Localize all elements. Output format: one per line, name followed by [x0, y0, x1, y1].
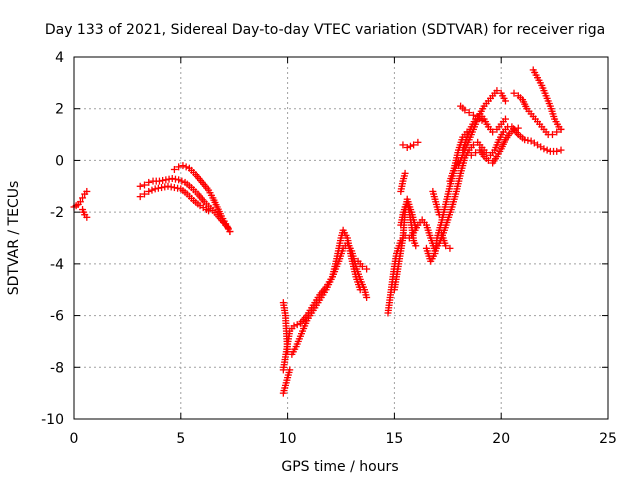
data-point-interp	[182, 163, 190, 171]
data-point-interp	[178, 177, 186, 185]
data-points	[70, 66, 565, 397]
data-point	[401, 169, 409, 177]
data-point	[140, 190, 148, 198]
data-point	[467, 151, 475, 159]
data-point	[356, 286, 364, 294]
data-point	[553, 147, 561, 155]
data-point	[226, 228, 234, 236]
data-point	[145, 178, 153, 186]
data-point	[469, 111, 477, 119]
y-tick-label: -10	[41, 412, 64, 428]
data-point	[145, 187, 153, 195]
data-point	[140, 181, 148, 189]
y-tick-label: 0	[55, 153, 64, 169]
plot-frame	[73, 56, 609, 420]
x-tick-label: 20	[492, 431, 510, 447]
x-tick-label: 5	[176, 431, 185, 447]
data-point-interp	[406, 142, 414, 150]
data-point	[412, 242, 420, 250]
data-point	[501, 97, 509, 105]
data-point-interp	[148, 186, 156, 194]
y-axis-label: SDTVAR / TECUs	[6, 181, 22, 296]
data-point	[557, 125, 565, 133]
tick-labels: 0 5 10 15 20 25 -10 -8 -6 -4 -2 0 2 4	[41, 50, 617, 447]
data-point	[136, 193, 144, 201]
y-tick-label: 2	[55, 102, 64, 118]
data-point-interp	[293, 321, 301, 329]
data-point	[435, 211, 443, 219]
data-point	[442, 242, 450, 250]
data-point	[540, 145, 548, 153]
x-tick-label: 25	[599, 431, 617, 447]
data-point	[461, 106, 469, 114]
data-point	[553, 128, 561, 136]
x-tick-label: 10	[279, 431, 297, 447]
x-tick-label: 0	[70, 431, 79, 447]
data-point	[557, 146, 565, 154]
data-point	[478, 116, 486, 124]
axis-ticks	[73, 56, 609, 420]
data-point	[179, 162, 187, 170]
data-point	[358, 262, 366, 270]
data-point	[79, 194, 87, 202]
data-point	[501, 115, 509, 123]
y-tick-label: -6	[50, 309, 64, 325]
data-point	[170, 165, 178, 173]
data-point	[286, 366, 294, 374]
data-point	[363, 293, 371, 301]
data-point-interp	[543, 146, 551, 154]
data-point	[410, 141, 418, 149]
data-point	[290, 322, 298, 330]
data-point	[510, 89, 518, 97]
data-point	[403, 144, 411, 151]
data-point	[363, 265, 371, 273]
data-point	[76, 198, 84, 206]
data-point	[548, 131, 556, 139]
x-axis-label: GPS time / hours	[281, 459, 398, 475]
x-tick-label: 15	[385, 431, 403, 447]
y-tick-label: -2	[50, 205, 64, 221]
data-point	[446, 244, 454, 252]
chart-title: Day 133 of 2021, Sidereal Day-to-day VTE…	[45, 22, 605, 38]
data-point	[224, 224, 232, 232]
y-tick-label: -4	[50, 257, 64, 273]
data-point	[205, 207, 213, 215]
data-point	[399, 141, 407, 149]
data-point	[175, 176, 183, 184]
y-tick-label: 4	[55, 50, 64, 66]
data-point	[83, 213, 91, 221]
data-point	[469, 141, 477, 149]
data-point	[465, 109, 473, 117]
data-point	[493, 87, 501, 95]
data-point	[489, 128, 497, 136]
data-point	[83, 187, 91, 195]
data-point	[175, 163, 183, 171]
y-tick-label: -8	[50, 360, 64, 376]
data-point	[414, 138, 422, 146]
data-point	[136, 182, 144, 190]
